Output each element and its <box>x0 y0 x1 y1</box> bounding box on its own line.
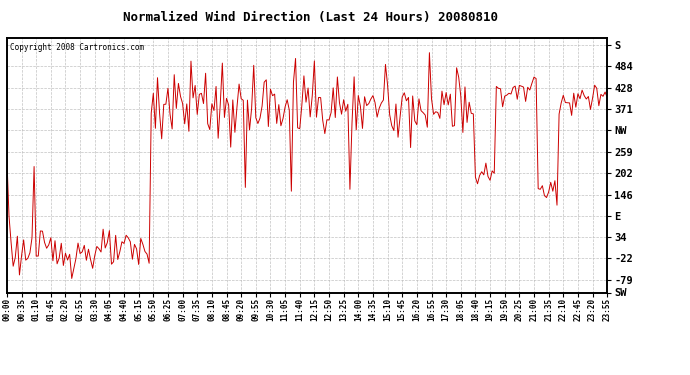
Text: Copyright 2008 Cartronics.com: Copyright 2008 Cartronics.com <box>10 43 144 52</box>
Text: Normalized Wind Direction (Last 24 Hours) 20080810: Normalized Wind Direction (Last 24 Hours… <box>123 11 498 24</box>
